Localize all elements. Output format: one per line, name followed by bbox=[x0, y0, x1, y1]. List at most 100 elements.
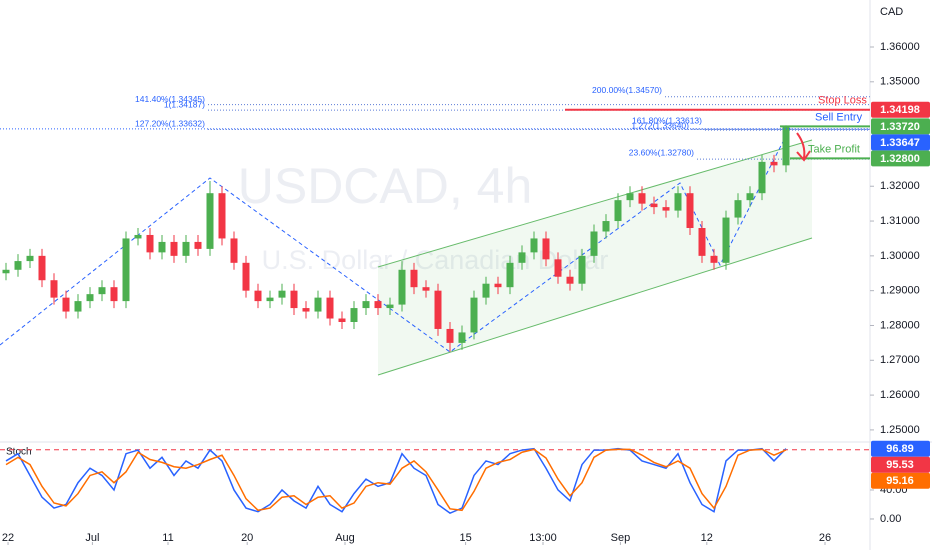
x-tick-label: 26 bbox=[819, 532, 831, 544]
candle-body bbox=[386, 304, 394, 309]
stoch-line bbox=[5, 448, 787, 512]
y-tick-label: 1.30000 bbox=[880, 250, 920, 262]
fib-label: 141.40%(1.34345) bbox=[135, 94, 205, 104]
candle-body bbox=[50, 280, 58, 298]
candle-body bbox=[290, 290, 298, 309]
channel-fill bbox=[378, 140, 812, 375]
y-tick-label: 1.32000 bbox=[880, 180, 920, 192]
candle-body bbox=[26, 255, 34, 262]
fib-label: 1.272(1.33640) bbox=[631, 120, 689, 130]
candle-body bbox=[350, 308, 358, 322]
y-tick-label: 1.28000 bbox=[880, 319, 920, 331]
candle-body bbox=[86, 294, 94, 302]
x-tick-label: 11 bbox=[162, 532, 173, 544]
candle-body bbox=[782, 127, 790, 166]
candle-body bbox=[314, 297, 322, 312]
price-badge-label: 95.53 bbox=[886, 459, 914, 471]
candle-body bbox=[134, 234, 142, 239]
candle-body bbox=[710, 255, 718, 263]
candle-body bbox=[698, 228, 706, 256]
candle-body bbox=[686, 193, 694, 229]
candle-body bbox=[554, 259, 562, 277]
stoch-line bbox=[5, 447, 787, 515]
candle-body bbox=[98, 287, 106, 295]
sell-arrow bbox=[796, 132, 806, 159]
labels: 1.36000 1.35000 1.32000 1.31000 1.30000 1.290… bbox=[2, 41, 930, 544]
price-badge-label: 1.34198 bbox=[880, 104, 920, 116]
candle-body bbox=[326, 297, 334, 319]
y-tick-label: 1.36000 bbox=[880, 41, 920, 53]
y-tick-label: 1.35000 bbox=[880, 76, 920, 88]
candle-body bbox=[734, 200, 742, 218]
candle-body bbox=[14, 261, 22, 270]
candle-body bbox=[650, 203, 658, 208]
candle-body bbox=[242, 262, 250, 291]
candle-body bbox=[206, 193, 214, 249]
candle-body bbox=[614, 200, 622, 222]
candle-body bbox=[530, 238, 538, 253]
zigzag bbox=[0, 127, 791, 353]
x-tick-label: 15 bbox=[459, 532, 471, 544]
candle-body bbox=[518, 252, 526, 263]
candle-body bbox=[506, 262, 514, 288]
y-tick-label: 1.26000 bbox=[880, 389, 920, 401]
candle-body bbox=[590, 231, 598, 256]
candle-body bbox=[434, 290, 442, 329]
candle-body bbox=[110, 287, 118, 302]
candle-body bbox=[398, 269, 406, 305]
stoch-y-tick-label: 0.00 bbox=[880, 513, 901, 525]
price-badge bbox=[871, 150, 930, 167]
fib-label: 161.80%(1.33613) bbox=[632, 115, 702, 125]
candle-body bbox=[674, 193, 682, 211]
price-badge-label: 1.33720 bbox=[880, 121, 920, 133]
candle-body bbox=[122, 238, 130, 302]
candle-body bbox=[638, 193, 646, 204]
candle-body bbox=[722, 217, 730, 263]
candle-body bbox=[602, 221, 610, 232]
candle-body bbox=[278, 290, 286, 298]
candle-body bbox=[254, 290, 262, 302]
x-tick-label: 22 bbox=[2, 532, 14, 544]
sell-arrowhead bbox=[796, 150, 811, 162]
candle-body bbox=[302, 308, 310, 312]
candle-body bbox=[62, 297, 70, 312]
level-name: Take Profit bbox=[808, 143, 860, 155]
candle-body bbox=[470, 297, 478, 333]
y-tick-label: 1.29000 bbox=[880, 285, 920, 297]
candle-body bbox=[2, 269, 10, 274]
candle-body bbox=[566, 276, 574, 284]
x-tick-label: Aug bbox=[335, 532, 355, 544]
candle-body bbox=[194, 241, 202, 249]
candle-body bbox=[758, 161, 766, 194]
channel-upper bbox=[377, 139, 813, 268]
candle-body bbox=[182, 241, 190, 256]
y-tick-label: 1.31000 bbox=[880, 215, 920, 227]
candle-body bbox=[158, 241, 166, 253]
price-badge bbox=[871, 101, 930, 118]
price-badge bbox=[871, 472, 930, 489]
candle-body bbox=[626, 193, 634, 201]
candle-body bbox=[770, 161, 778, 166]
candle-body bbox=[422, 287, 430, 291]
channel-lower bbox=[377, 237, 813, 376]
candle-body bbox=[38, 255, 46, 281]
price-badge-label: 95.16 bbox=[886, 475, 914, 487]
candle-body bbox=[374, 301, 382, 309]
price-badge-label: 96.89 bbox=[886, 443, 914, 455]
price-badge bbox=[871, 456, 930, 473]
indicator-title: Stoch bbox=[6, 447, 32, 458]
candle-body bbox=[482, 283, 490, 298]
y-tick-label: 1.27000 bbox=[880, 354, 920, 366]
fib-label: 23.60%(1.32780) bbox=[629, 147, 694, 157]
currency-label: CAD bbox=[880, 6, 903, 18]
candle-body bbox=[74, 301, 82, 312]
marks bbox=[0, 46, 874, 545]
candle-body bbox=[362, 301, 370, 309]
candle-body bbox=[218, 193, 226, 239]
price-badge bbox=[871, 440, 930, 457]
fib-label: 1(1.34187) bbox=[164, 99, 205, 109]
candle-body bbox=[170, 241, 178, 256]
price-badge bbox=[871, 118, 930, 135]
